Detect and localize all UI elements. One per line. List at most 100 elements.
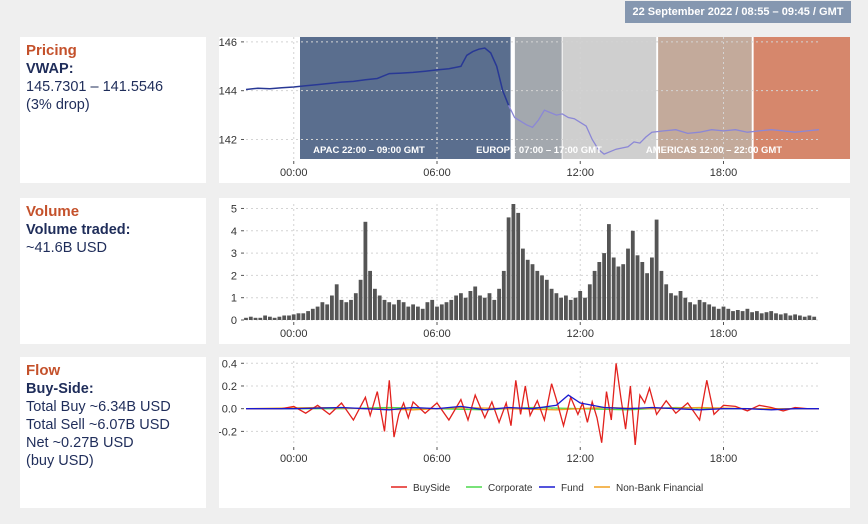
volume-bar	[291, 314, 296, 320]
volume-bar	[463, 297, 468, 320]
volume-bar	[592, 270, 597, 320]
x-tick-label: 00:00	[280, 453, 308, 465]
pricing-title: Pricing	[26, 42, 77, 59]
volume-bar	[726, 308, 731, 320]
volume-info-panel: Volume Volume traded: ~41.6B USD	[20, 198, 206, 344]
pricing-info-panel: Pricing VWAP: 145.7301 – 141.5546 (3% dr…	[20, 37, 206, 183]
volume-bar	[692, 304, 697, 320]
volume-bar	[683, 297, 688, 320]
volume-bar	[721, 306, 726, 320]
legend-label: Non-Bank Financial	[616, 483, 703, 494]
x-tick-label: 18:00	[710, 167, 738, 179]
volume-bar	[769, 311, 774, 320]
pricing-chart: 142 144 146 00:00 06:00 12:00 18:00 APAC 22:00 …	[219, 37, 859, 179]
volume-bar	[358, 279, 363, 320]
volume-bar	[425, 302, 430, 320]
volume-bar	[626, 248, 630, 320]
flow-chart-panel: -0.2 0.0 0.2 0.4 00:00 06:00 12:00 18:00 BuySide…	[218, 357, 850, 508]
session-label: EUROPE 07:00 – 17:00 GMT	[476, 145, 602, 156]
flow-title: Flow	[26, 362, 61, 379]
volume-bar	[353, 293, 358, 320]
volume-bar	[392, 304, 396, 320]
y-tick-label: 0	[231, 315, 237, 327]
volume-bar	[373, 288, 377, 320]
volume-bar	[320, 302, 325, 320]
volume-chart: 0 1 2 3 4 5 00:00 06:00 12:00 18:00	[231, 203, 819, 340]
volume-bar	[678, 291, 683, 320]
y-tick-label: 142	[219, 134, 237, 146]
y-tick-label: 0.2	[222, 381, 237, 393]
y-tick-label: 1	[231, 293, 237, 305]
volume-bar	[287, 315, 291, 320]
session-band-europe-overlap	[514, 37, 562, 159]
volume-bar	[707, 304, 712, 320]
volume-bar	[783, 313, 788, 320]
volume-title: Volume	[26, 203, 80, 220]
volume-bar	[435, 306, 439, 320]
volume-subtitle: Volume traded:	[26, 222, 131, 238]
flow-info-panel: Flow Buy-Side: Total Buy ~6.34B USD Tota…	[20, 357, 206, 508]
volume-bar	[334, 284, 339, 320]
flow-chart: -0.2 0.0 0.2 0.4 00:00 06:00 12:00 18:00 BuySide…	[218, 358, 819, 494]
volume-bar	[492, 299, 497, 320]
volume-bar	[296, 313, 301, 320]
x-tick-label: 00:00	[280, 167, 308, 179]
volume-bar	[248, 316, 253, 320]
volume-bar	[468, 291, 473, 320]
volume-bar	[387, 302, 392, 320]
volume-bar	[473, 286, 478, 320]
x-tick-label: 06:00	[423, 328, 451, 340]
volume-bar	[411, 304, 415, 320]
volume-bar	[325, 304, 330, 320]
volume-bar	[444, 302, 449, 320]
volume-bar	[263, 315, 267, 320]
legend-label: BuySide	[413, 483, 451, 494]
volume-bar	[506, 217, 511, 320]
volume-bar	[669, 293, 673, 320]
volume-chart-panel: 0 1 2 3 4 5 00:00 06:00 12:00 18:00	[219, 198, 850, 344]
volume-bar	[802, 316, 807, 320]
volume-bar	[597, 262, 602, 320]
volume-bar	[487, 293, 492, 320]
volume-bar	[459, 293, 463, 320]
volume-bar	[282, 315, 287, 320]
volume-bar	[401, 302, 406, 320]
volume-bar	[735, 310, 740, 320]
volume-line: ~41.6B USD	[26, 240, 108, 256]
volume-bar	[540, 275, 544, 320]
flow-line: (buy USD)	[26, 453, 94, 469]
y-tick-label: 144	[219, 86, 237, 98]
volume-bar	[420, 308, 425, 320]
volume-bar	[396, 299, 401, 320]
volume-bar	[659, 270, 664, 320]
pricing-subtitle: VWAP:	[26, 61, 74, 77]
legend-label: Fund	[561, 483, 584, 494]
volume-bar	[344, 302, 349, 320]
x-tick-label: 12:00	[566, 167, 594, 179]
x-tick-label: 06:00	[423, 453, 451, 465]
session-band-americas	[753, 37, 859, 159]
y-tick-label: 4	[231, 226, 237, 238]
volume-bar	[315, 306, 320, 320]
volume-bar	[382, 299, 387, 320]
volume-bar	[731, 311, 735, 320]
volume-bar	[544, 279, 549, 320]
y-tick-label: 2	[231, 270, 237, 282]
pricing-line: 145.7301 – 141.5546	[26, 79, 164, 95]
volume-bar	[745, 308, 750, 320]
y-tick-label: -0.2	[219, 426, 237, 438]
volume-bar	[621, 264, 626, 320]
y-tick-label: 0.4	[222, 358, 237, 370]
pricing-chart-panel: 142 144 146 00:00 06:00 12:00 18:00 APAC 22:00 …	[219, 37, 859, 183]
volume-bar	[583, 297, 587, 320]
volume-bar	[277, 316, 282, 320]
volume-bar	[363, 221, 368, 320]
volume-bar	[530, 264, 535, 320]
volume-bar	[702, 302, 707, 320]
flow-line: Net ~0.27B USD	[26, 435, 134, 451]
volume-bar	[478, 295, 482, 320]
volume-bar	[268, 316, 272, 320]
date-range-badge: 22 September 2022 / 08:55 – 09:45 / GMT	[625, 1, 851, 23]
volume-bar	[368, 270, 372, 320]
volume-bar	[578, 291, 583, 320]
